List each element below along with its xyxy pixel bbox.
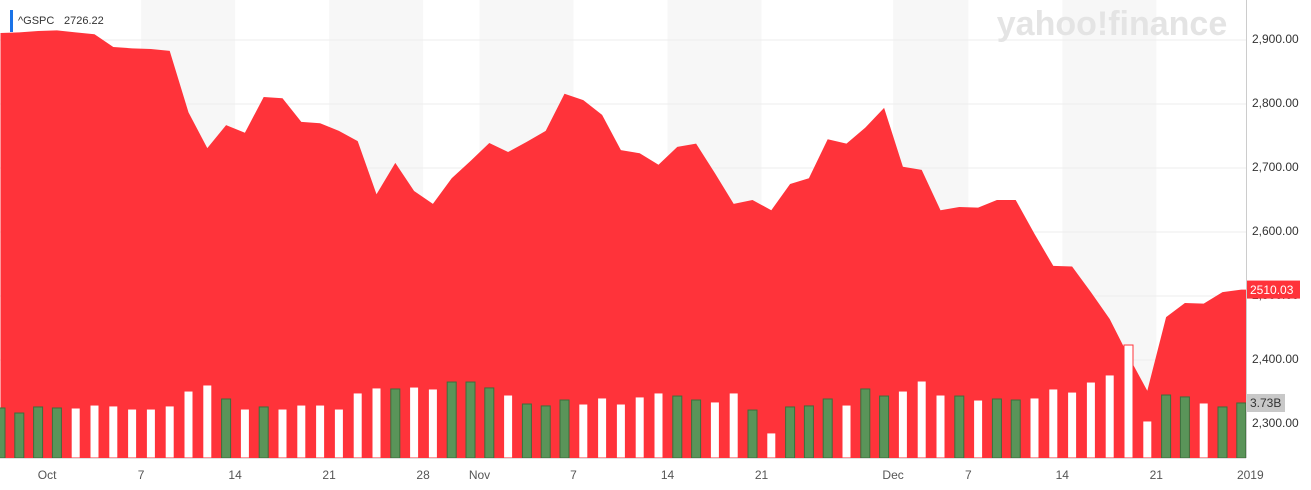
x-tick-label: 7 [965,468,972,482]
volume-bar [258,406,269,458]
volume-bar [127,408,138,458]
volume-bar [1029,397,1040,458]
volume-bar [427,388,438,458]
volume-bar [879,395,890,458]
volume-bar [897,390,908,458]
x-tick-label: 21 [322,468,336,482]
volume-bar [766,432,777,458]
axes: Oct 7 14 21 28 Nov 7 14 21 Dec 7 14 21 2019 2,300.00 2,… [38,32,1300,482]
volume-bar [296,404,307,458]
volume-bar [954,395,965,458]
last-price-label: 2510.03 [1250,283,1294,297]
volume-bar [14,412,25,458]
watermark: yahoo!finance [997,5,1227,43]
last-price-box [1247,280,1300,299]
volume-bar [1085,381,1096,458]
volume-bar [634,396,645,458]
symbol: ^GSPC [18,15,54,27]
volume-bar [145,408,156,458]
volume-bar [672,395,683,458]
volume-bar [1104,374,1115,458]
volume-bar [352,392,363,458]
plot-area [0,30,1246,458]
volume-bar [597,397,608,458]
volume-bar [540,405,551,458]
symbol-marker [10,10,13,32]
quote: 2726.22 [64,15,104,27]
volume-label: 3.73B [1250,396,1281,410]
x-tick-label: 7 [138,468,145,482]
volume-bar [239,408,250,458]
volume-bar [691,399,702,458]
volume-bar [935,394,946,458]
volume-bar [615,403,626,458]
price-area [0,30,1246,458]
volume-label-box [1247,393,1285,412]
volume-bar [803,405,814,458]
x-tick-label: 21 [755,468,769,482]
volume-bar [51,407,62,458]
volume-bar [333,408,344,458]
volume-bar [371,387,382,458]
volume-bar [1067,391,1078,458]
x-tick-label: Nov [469,468,490,482]
x-tick-label: 14 [228,468,242,482]
volume-bar [521,403,532,458]
volume-bar [991,398,1002,458]
y-tick-label: 2,700.00 [1252,160,1299,174]
volume-bar [559,399,570,458]
volume-bar [916,380,927,458]
x-tick-label: Oct [38,468,57,482]
volume-bar [503,394,514,458]
volume-bar [108,405,119,458]
volume-bar [1179,396,1190,458]
volume-bar [1142,420,1153,458]
volume-bar [277,408,288,458]
volume-bar [822,398,833,458]
volume-bar [709,401,720,458]
volume-bar [841,404,852,458]
volume-bar [315,404,326,458]
x-tick-label: 28 [416,468,430,482]
y-tick-label: 2,900.00 [1252,32,1299,46]
volume-bar [409,386,420,458]
volume-bar [860,388,871,458]
x-tick-label: 21 [1150,468,1164,482]
x-tick-label: Dec [882,468,903,482]
volume-bar [33,406,44,458]
volume-bar [653,392,664,458]
volume-bar [728,392,739,458]
volume-bar [446,381,457,458]
y-tick-label: 2,800.00 [1252,96,1299,110]
volume-bar [221,398,232,458]
volume-bar [390,388,401,458]
x-tick-label: 2019 [1237,468,1264,482]
x-tick-label: 7 [570,468,577,482]
volume-bar [1123,344,1134,458]
volume-bar [183,390,194,458]
volume-bar [465,381,476,458]
volume-bar [1161,394,1172,458]
y-tick-label: 2,400.00 [1252,352,1299,366]
volume-bar [0,407,6,458]
volume-bar [202,384,213,458]
volume-bar [1048,388,1059,458]
y-tick-label: 2,600.00 [1252,224,1299,238]
x-tick-label: 14 [1056,468,1070,482]
volume-bar [1236,402,1246,458]
x-tick-label: 14 [661,468,675,482]
volume-bar [785,406,796,458]
volume-bar [747,409,758,458]
volume-bar [578,403,589,458]
volume-bar [973,399,984,458]
volume-bar [1010,399,1021,458]
volume-bar [484,387,495,458]
y-tick-label: 2,300.00 [1252,416,1299,430]
volume-bar [164,405,175,458]
volume-bar [89,404,100,458]
volume-bar [1198,402,1209,458]
volume-bar [70,407,81,458]
volume-bar [1217,406,1228,458]
